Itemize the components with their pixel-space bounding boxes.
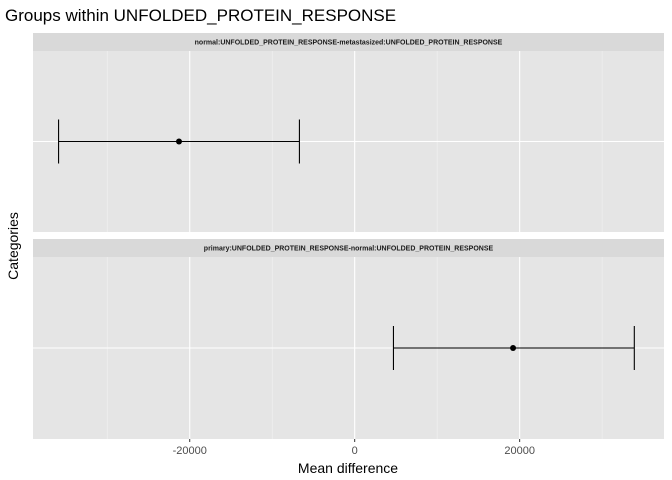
- facet-strip-label: normal:UNFOLDED_PROTEIN_RESPONSE-metasta…: [195, 40, 503, 47]
- facet-panel: normal:UNFOLDED_PROTEIN_RESPONSE-metasta…: [33, 33, 664, 232]
- x-axis-title: Mean difference: [298, 460, 398, 476]
- estimate-point: [510, 345, 517, 351]
- facet-strip: [33, 33, 664, 51]
- y-axis-title: Categories: [5, 212, 21, 280]
- x-axis: -20000 0 20000: [173, 439, 535, 457]
- estimate-point: [175, 138, 182, 145]
- x-tick-label: -20000: [173, 445, 207, 457]
- chart-title: Groups within UNFOLDED_PROTEIN_RESPONSE: [5, 6, 396, 25]
- x-tick-label: 20000: [504, 445, 535, 457]
- facet-panel: primary:UNFOLDED_PROTEIN_RESPONSE-normal…: [33, 239, 664, 439]
- facet-panels: normal:UNFOLDED_PROTEIN_RESPONSE-metasta…: [33, 33, 664, 439]
- facet-strip: [33, 239, 664, 257]
- facet-strip-label: primary:UNFOLDED_PROTEIN_RESPONSE-normal…: [204, 246, 494, 253]
- x-tick-label: 0: [352, 445, 358, 457]
